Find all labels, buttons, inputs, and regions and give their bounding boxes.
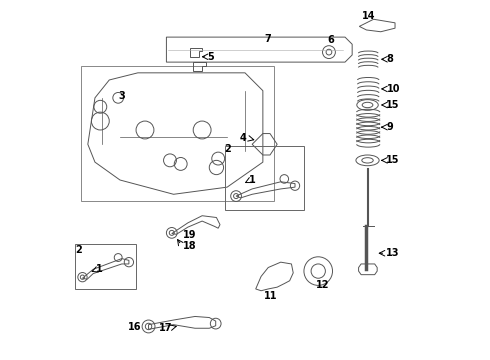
Text: 14: 14	[362, 11, 375, 21]
Text: 5: 5	[207, 52, 214, 62]
Text: 1: 1	[249, 175, 256, 185]
Text: 2: 2	[224, 144, 231, 154]
Text: 18: 18	[182, 241, 196, 251]
Text: 4: 4	[240, 133, 247, 143]
Text: 17: 17	[159, 323, 172, 333]
Text: 12: 12	[316, 280, 330, 291]
Text: 15: 15	[386, 100, 400, 110]
Text: 10: 10	[387, 84, 400, 94]
Text: 7: 7	[265, 34, 271, 44]
Text: 1: 1	[97, 264, 103, 274]
Text: 2: 2	[75, 245, 81, 255]
Text: 15: 15	[386, 156, 400, 165]
Text: 19: 19	[182, 230, 196, 240]
Text: 16: 16	[128, 322, 142, 332]
Text: 3: 3	[119, 91, 125, 101]
Text: 6: 6	[327, 35, 334, 45]
Text: 8: 8	[387, 54, 393, 64]
Text: 13: 13	[386, 248, 400, 258]
Text: 11: 11	[264, 291, 277, 301]
Text: 9: 9	[386, 122, 393, 132]
